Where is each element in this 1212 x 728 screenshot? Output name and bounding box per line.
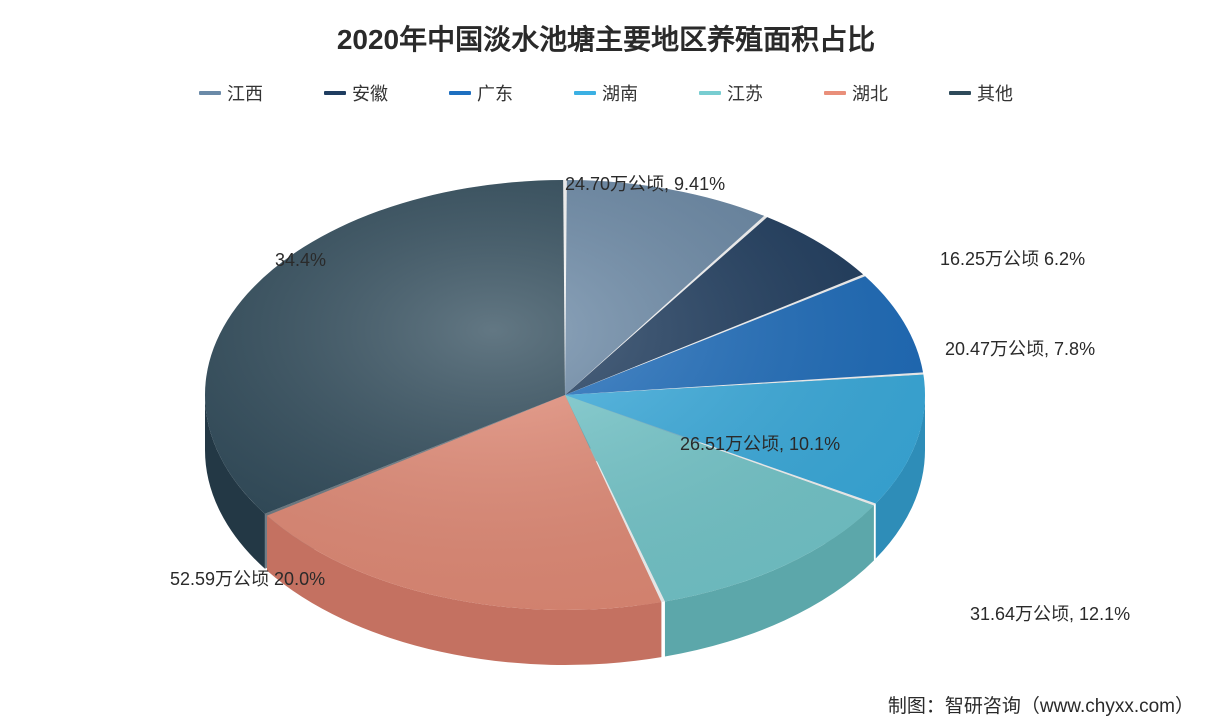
- slice-label-2: 20.47万公顷, 7.8%: [945, 335, 1095, 361]
- slice-label-1: 16.25万公顷 6.2%: [940, 245, 1085, 271]
- pie-chart-3d: 2020年中国淡水池塘主要地区养殖面积占比 江西 安徽 广东 湖南 江苏 湖北 …: [0, 0, 1212, 728]
- slice-label-4: 31.64万公顷, 12.1%: [970, 600, 1130, 626]
- slice-label-6: 34.4%: [275, 250, 326, 271]
- slice-label-5: 52.59万公顷 20.0%: [170, 565, 325, 591]
- slice-label-3: 26.51万公顷, 10.1%: [680, 430, 840, 456]
- chart-credit: 制图：智研咨询（www.chyxx.com）: [888, 691, 1194, 718]
- slice-label-0: 24.70万公顷, 9.41%: [565, 170, 725, 196]
